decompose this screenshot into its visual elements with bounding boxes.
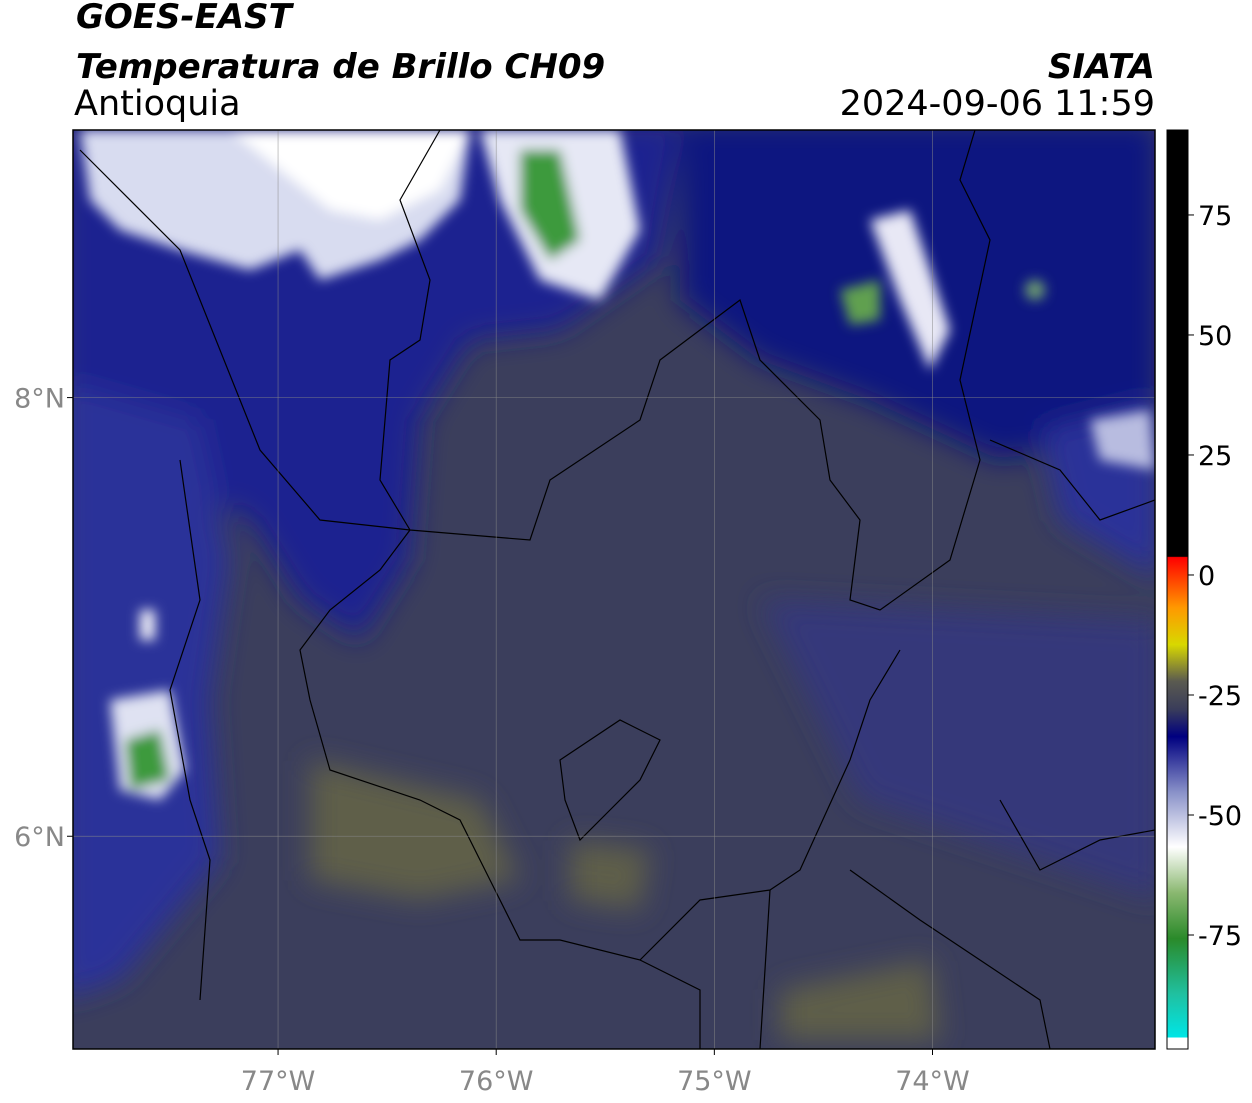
x-tick-label: 77°W — [241, 1066, 316, 1097]
grid — [73, 130, 1155, 1049]
x-tick-label: 75°W — [677, 1066, 752, 1097]
map-frame — [72, 129, 1156, 1050]
title: GOES-EAST — [76, 0, 295, 37]
x-tick-label: 76°W — [459, 1066, 534, 1097]
borders — [79, 130, 1155, 1049]
colorbar-tick-label: 50 — [1198, 321, 1232, 352]
x-tick-label: 74°W — [895, 1066, 970, 1097]
region: Antioquia — [74, 84, 241, 124]
y-tick-label: 8°N — [14, 384, 65, 415]
y-tick-label: 6°N — [14, 822, 65, 853]
subtitle: Temperatura de Brillo CH09 — [76, 47, 605, 87]
colorbar-tick-label: -25 — [1198, 681, 1242, 712]
colorbar-tick-label: 75 — [1198, 201, 1232, 232]
timestamp: 2024-09-06 11:59 — [840, 84, 1155, 124]
colorbar-tick-label: 25 — [1198, 441, 1232, 472]
satellite-image — [73, 130, 1155, 1049]
colorbar-tick-label: -50 — [1198, 801, 1242, 832]
colorbar-tick-label: 0 — [1198, 561, 1215, 592]
colorbar-tick-label: -75 — [1198, 921, 1242, 952]
source: SIATA — [1048, 47, 1155, 87]
colorbar — [1166, 129, 1189, 1050]
